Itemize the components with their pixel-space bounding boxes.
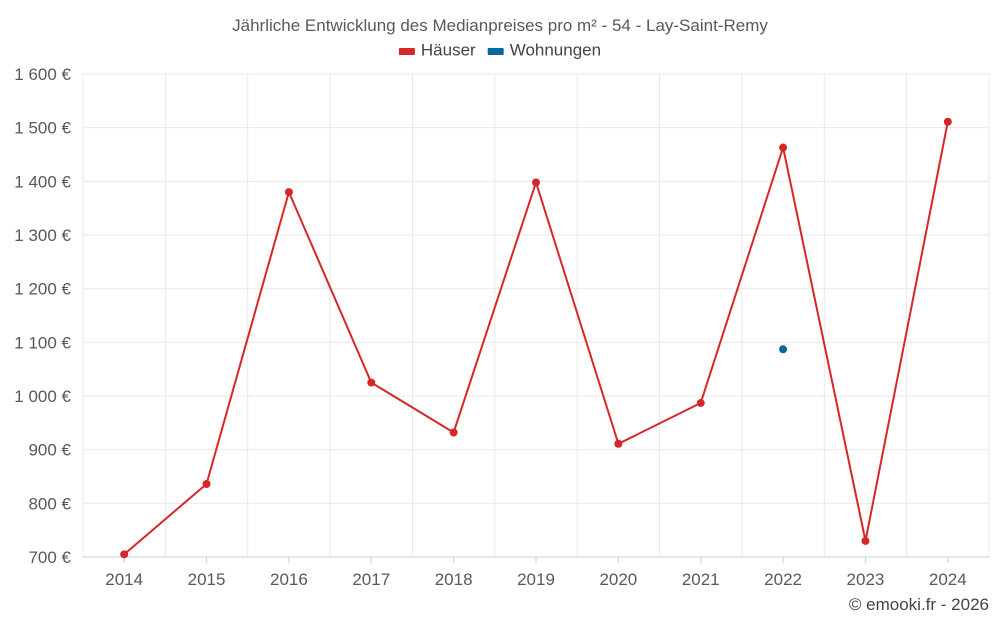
legend[interactable]: Häuser Wohnungen — [398, 41, 601, 60]
grid — [82, 73, 990, 557]
y-tick-label: 1 100 € — [14, 333, 71, 352]
y-tick-label: 1 600 € — [14, 65, 71, 84]
x-tick-label: 2018 — [435, 570, 473, 589]
y-tick-label: 1 000 € — [14, 387, 71, 406]
y-tick-label: 800 € — [28, 494, 71, 513]
y-tick-label: 1 200 € — [14, 280, 71, 299]
x-tick-label: 2023 — [847, 570, 885, 589]
y-tick-label: 700 € — [28, 548, 71, 567]
data-point[interactable] — [449, 428, 458, 437]
data-point[interactable] — [779, 345, 788, 354]
credit-text: © emooki.fr - 2026 — [849, 595, 989, 614]
legend-swatch — [487, 48, 504, 55]
y-tick-label: 900 € — [28, 441, 71, 460]
series-wohnungen[interactable] — [779, 345, 788, 354]
x-tick-label: 2016 — [270, 570, 308, 589]
data-point[interactable] — [202, 480, 211, 489]
data-point[interactable] — [861, 536, 870, 545]
data-point[interactable] — [614, 439, 623, 448]
x-tick-label: 2015 — [188, 570, 226, 589]
x-tick-label: 2021 — [682, 570, 720, 589]
x-tick-label: 2014 — [105, 570, 143, 589]
x-tick-label: 2019 — [517, 570, 555, 589]
data-point[interactable] — [779, 143, 788, 152]
y-tick-label: 1 400 € — [14, 172, 71, 191]
data-point[interactable] — [367, 378, 376, 387]
x-tick-label: 2020 — [599, 570, 637, 589]
data-point[interactable] — [696, 398, 705, 407]
data-point[interactable] — [284, 188, 293, 197]
legend-label: Wohnungen — [510, 41, 601, 60]
x-tick-label: 2022 — [764, 570, 802, 589]
data-point[interactable] — [943, 117, 952, 126]
chart-title: Jährliche Entwicklung des Medianpreises … — [232, 16, 768, 35]
y-tick-label: 1 500 € — [14, 119, 71, 138]
axes: 700 € 800 € 900 € 1 000 € 1 100 € 1 200 € 1 30… — [14, 65, 989, 589]
legend-item-wohnungen[interactable]: Wohnungen — [487, 41, 601, 60]
series-häuser[interactable] — [120, 117, 952, 559]
data-point[interactable] — [532, 178, 540, 187]
legend-swatch — [398, 48, 415, 55]
x-tick-label: 2024 — [929, 570, 967, 589]
data-point[interactable] — [120, 550, 129, 559]
legend-label: Häuser — [421, 41, 476, 60]
series-layer — [120, 117, 952, 559]
legend-item-häuser[interactable]: Häuser — [398, 41, 476, 60]
x-tick-label: 2017 — [352, 570, 390, 589]
y-tick-label: 1 300 € — [14, 226, 71, 245]
